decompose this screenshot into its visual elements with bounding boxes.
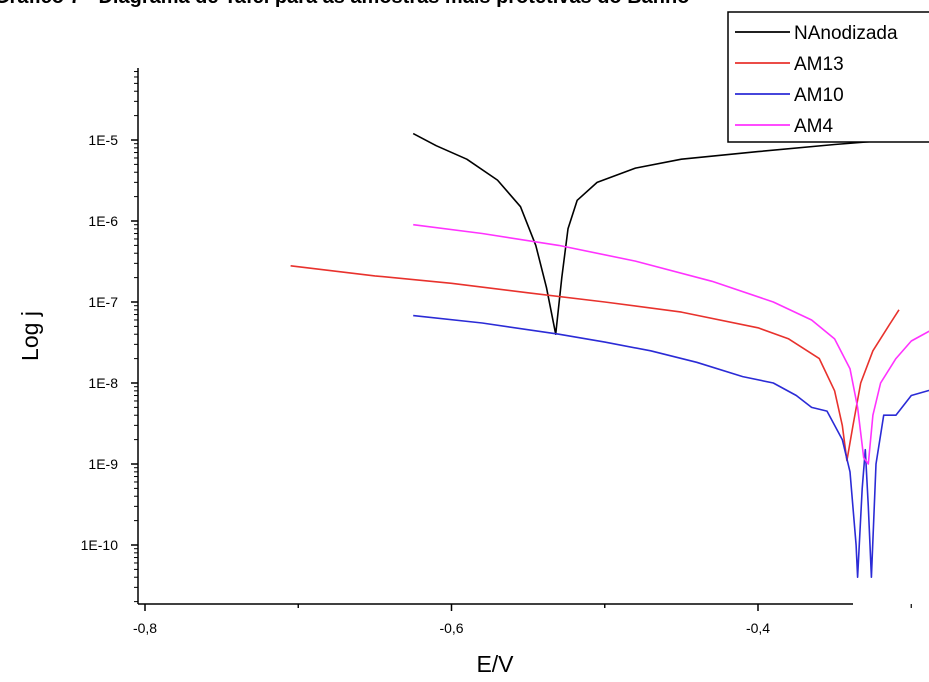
legend-label: AM4 — [794, 116, 834, 137]
chart-title-text: Gráfico 7 - Diagrama de Tafel para as am… — [0, 0, 689, 9]
y-tick-label: 1E-7 — [88, 294, 118, 310]
series-line-am10 — [413, 314, 929, 578]
series-line-nanodizada — [412, 132, 929, 335]
x-axis-title: E/V — [476, 651, 514, 677]
y-axis-title: Log j — [17, 311, 43, 361]
y-tick-label: 1E-9 — [88, 456, 118, 472]
legend: NAnodizada AM13 AM10 AM4 — [727, 11, 929, 143]
series-lines — [290, 132, 929, 578]
y-tick-label: 1E-6 — [88, 213, 118, 229]
legend-label: AM13 — [794, 54, 844, 75]
x-tick-label: -0,6 — [439, 620, 463, 636]
x-tick-label: -0,4 — [746, 620, 770, 636]
series-line-am4 — [413, 223, 929, 465]
chart-title: Gráfico 7 - Diagrama de Tafel para as am… — [0, 0, 929, 16]
y-tick-label: 1E-8 — [88, 375, 118, 391]
legend-label: NAnodizada — [794, 23, 898, 44]
legend-box — [727, 11, 929, 143]
y-ticks: 1E-10 1E-9 1E-8 1E-7 1E-6 1E-5 — [81, 71, 138, 603]
x-tick-label: -0,8 — [133, 620, 157, 636]
x-ticks: -0,8-0,6-0,4-0,2 — [133, 604, 912, 636]
y-tick-label: 1E-10 — [81, 537, 119, 553]
series-line-am13 — [290, 265, 900, 462]
axes — [137, 68, 853, 605]
y-tick-label: 1E-5 — [88, 132, 118, 148]
legend-label: AM10 — [794, 85, 844, 106]
